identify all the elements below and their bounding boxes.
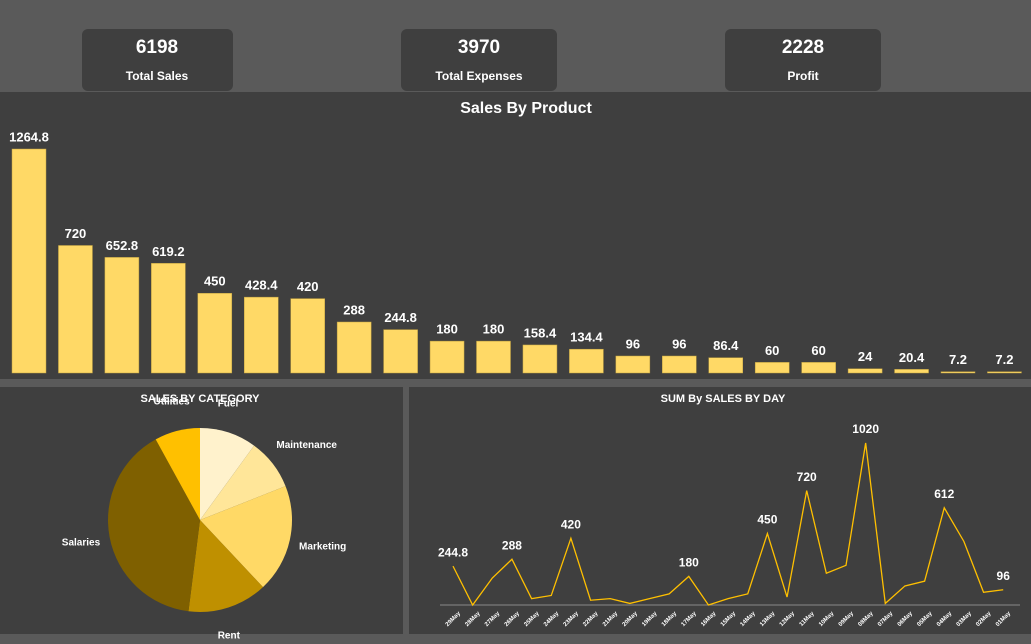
bar <box>708 357 743 374</box>
bar <box>940 371 976 374</box>
data-label: 24 <box>858 349 873 364</box>
bar <box>662 355 697 374</box>
data-label: 134.4 <box>570 330 603 345</box>
pie-label: Salaries <box>62 538 101 549</box>
data-label: 20.4 <box>899 350 925 365</box>
kpi-card <box>401 29 557 91</box>
pie-slice <box>200 445 286 520</box>
kpi-label: Profit <box>787 69 818 83</box>
bar <box>894 369 929 374</box>
data-label: 180 <box>483 322 505 337</box>
kpi-label: Total Sales <box>126 69 189 83</box>
bar <box>847 368 883 374</box>
data-label: 420 <box>561 517 581 531</box>
data-label: 720 <box>797 470 817 484</box>
data-label: 428.4 <box>245 278 278 293</box>
kpi-value: 3970 <box>458 37 500 58</box>
data-label: 244.8 <box>384 310 417 325</box>
bar <box>754 362 790 374</box>
data-label: 60 <box>811 343 825 358</box>
data-label: 450 <box>757 513 777 527</box>
data-label: 158.4 <box>524 325 557 340</box>
kpi-value: 2228 <box>782 37 824 58</box>
pie-slice <box>188 520 263 612</box>
data-label: 96 <box>672 336 686 351</box>
pie-label: Fuel <box>218 399 239 410</box>
data-label: 720 <box>65 226 87 241</box>
bar <box>615 355 651 374</box>
bar <box>476 340 511 374</box>
data-label: 1020 <box>852 422 879 436</box>
data-label: 288 <box>343 302 365 317</box>
data-label: 7.2 <box>949 352 967 367</box>
bar <box>197 293 233 374</box>
pie-slice <box>200 428 255 520</box>
chart-title: SUM By SALES BY DAY <box>661 393 786 405</box>
pie-label: Rent <box>218 631 241 642</box>
data-label: 1264.8 <box>9 129 49 144</box>
data-label: 288 <box>502 538 522 552</box>
kpi-label: Total Expenses <box>435 69 522 83</box>
data-label: 180 <box>436 322 458 337</box>
pie-label: Marketing <box>299 541 346 552</box>
pie-slice <box>108 439 200 612</box>
pie-label: Utilities <box>154 396 191 407</box>
data-label: 612 <box>934 487 954 501</box>
data-label: 60 <box>765 343 779 358</box>
bar <box>104 257 140 374</box>
bar <box>801 362 836 374</box>
bar <box>429 340 465 374</box>
data-label: 96 <box>997 569 1011 583</box>
bar <box>151 263 186 374</box>
data-label: 7.2 <box>995 352 1013 367</box>
data-label: 619.2 <box>152 244 185 259</box>
bar <box>58 245 93 374</box>
kpi-card <box>82 29 233 91</box>
bar <box>290 298 325 374</box>
chart-title: SALES BY CATEGORY <box>141 393 261 405</box>
data-label: 652.8 <box>106 238 139 253</box>
kpi-value: 6198 <box>136 37 178 58</box>
data-label: 420 <box>297 279 319 294</box>
data-label: 86.4 <box>713 338 739 353</box>
bar <box>522 344 558 374</box>
chart-title: Sales By Product <box>460 100 592 117</box>
pie-label: Maintenance <box>276 440 337 451</box>
bar <box>569 348 604 374</box>
pie-slice <box>200 486 292 588</box>
bar <box>244 296 279 374</box>
line-panel <box>409 387 1031 634</box>
bar <box>336 321 372 374</box>
kpi-card <box>725 29 881 91</box>
line <box>452 442 1004 607</box>
bar <box>11 148 47 374</box>
pie-slice <box>155 428 200 520</box>
data-label: 180 <box>679 556 699 570</box>
data-label: 244.8 <box>438 545 468 559</box>
data-label: 96 <box>626 336 640 351</box>
bar <box>987 371 1022 374</box>
bar <box>383 329 418 374</box>
data-label: 450 <box>204 274 226 289</box>
